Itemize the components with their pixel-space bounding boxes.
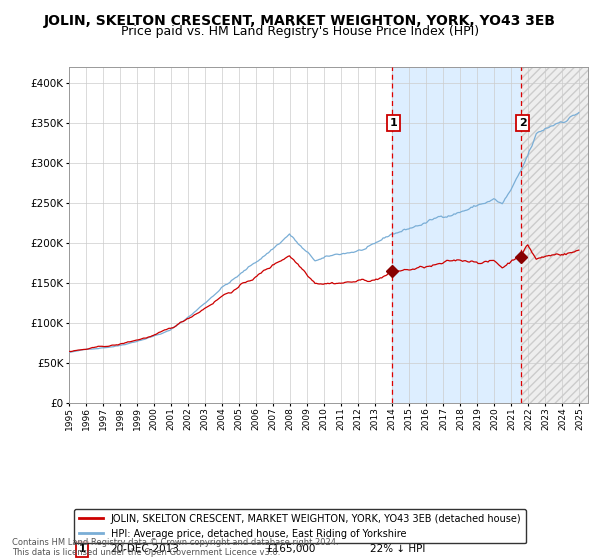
Text: 2: 2 — [519, 118, 527, 128]
Text: 1: 1 — [389, 118, 397, 128]
Text: £165,000: £165,000 — [266, 544, 316, 554]
Text: 22% ↓ HPI: 22% ↓ HPI — [370, 544, 425, 554]
Text: Contains HM Land Registry data © Crown copyright and database right 2024.
This d: Contains HM Land Registry data © Crown c… — [12, 538, 338, 557]
Text: 1: 1 — [79, 544, 86, 554]
Text: Price paid vs. HM Land Registry's House Price Index (HPI): Price paid vs. HM Land Registry's House … — [121, 25, 479, 38]
Bar — [521, 67, 588, 403]
Bar — [521, 67, 588, 403]
Legend: JOLIN, SKELTON CRESCENT, MARKET WEIGHTON, YORK, YO43 3EB (detached house), HPI: : JOLIN, SKELTON CRESCENT, MARKET WEIGHTON… — [74, 509, 526, 543]
Bar — [392, 67, 521, 403]
Text: JOLIN, SKELTON CRESCENT, MARKET WEIGHTON, YORK, YO43 3EB: JOLIN, SKELTON CRESCENT, MARKET WEIGHTON… — [44, 14, 556, 28]
Text: 20-DEC-2013: 20-DEC-2013 — [110, 544, 179, 554]
